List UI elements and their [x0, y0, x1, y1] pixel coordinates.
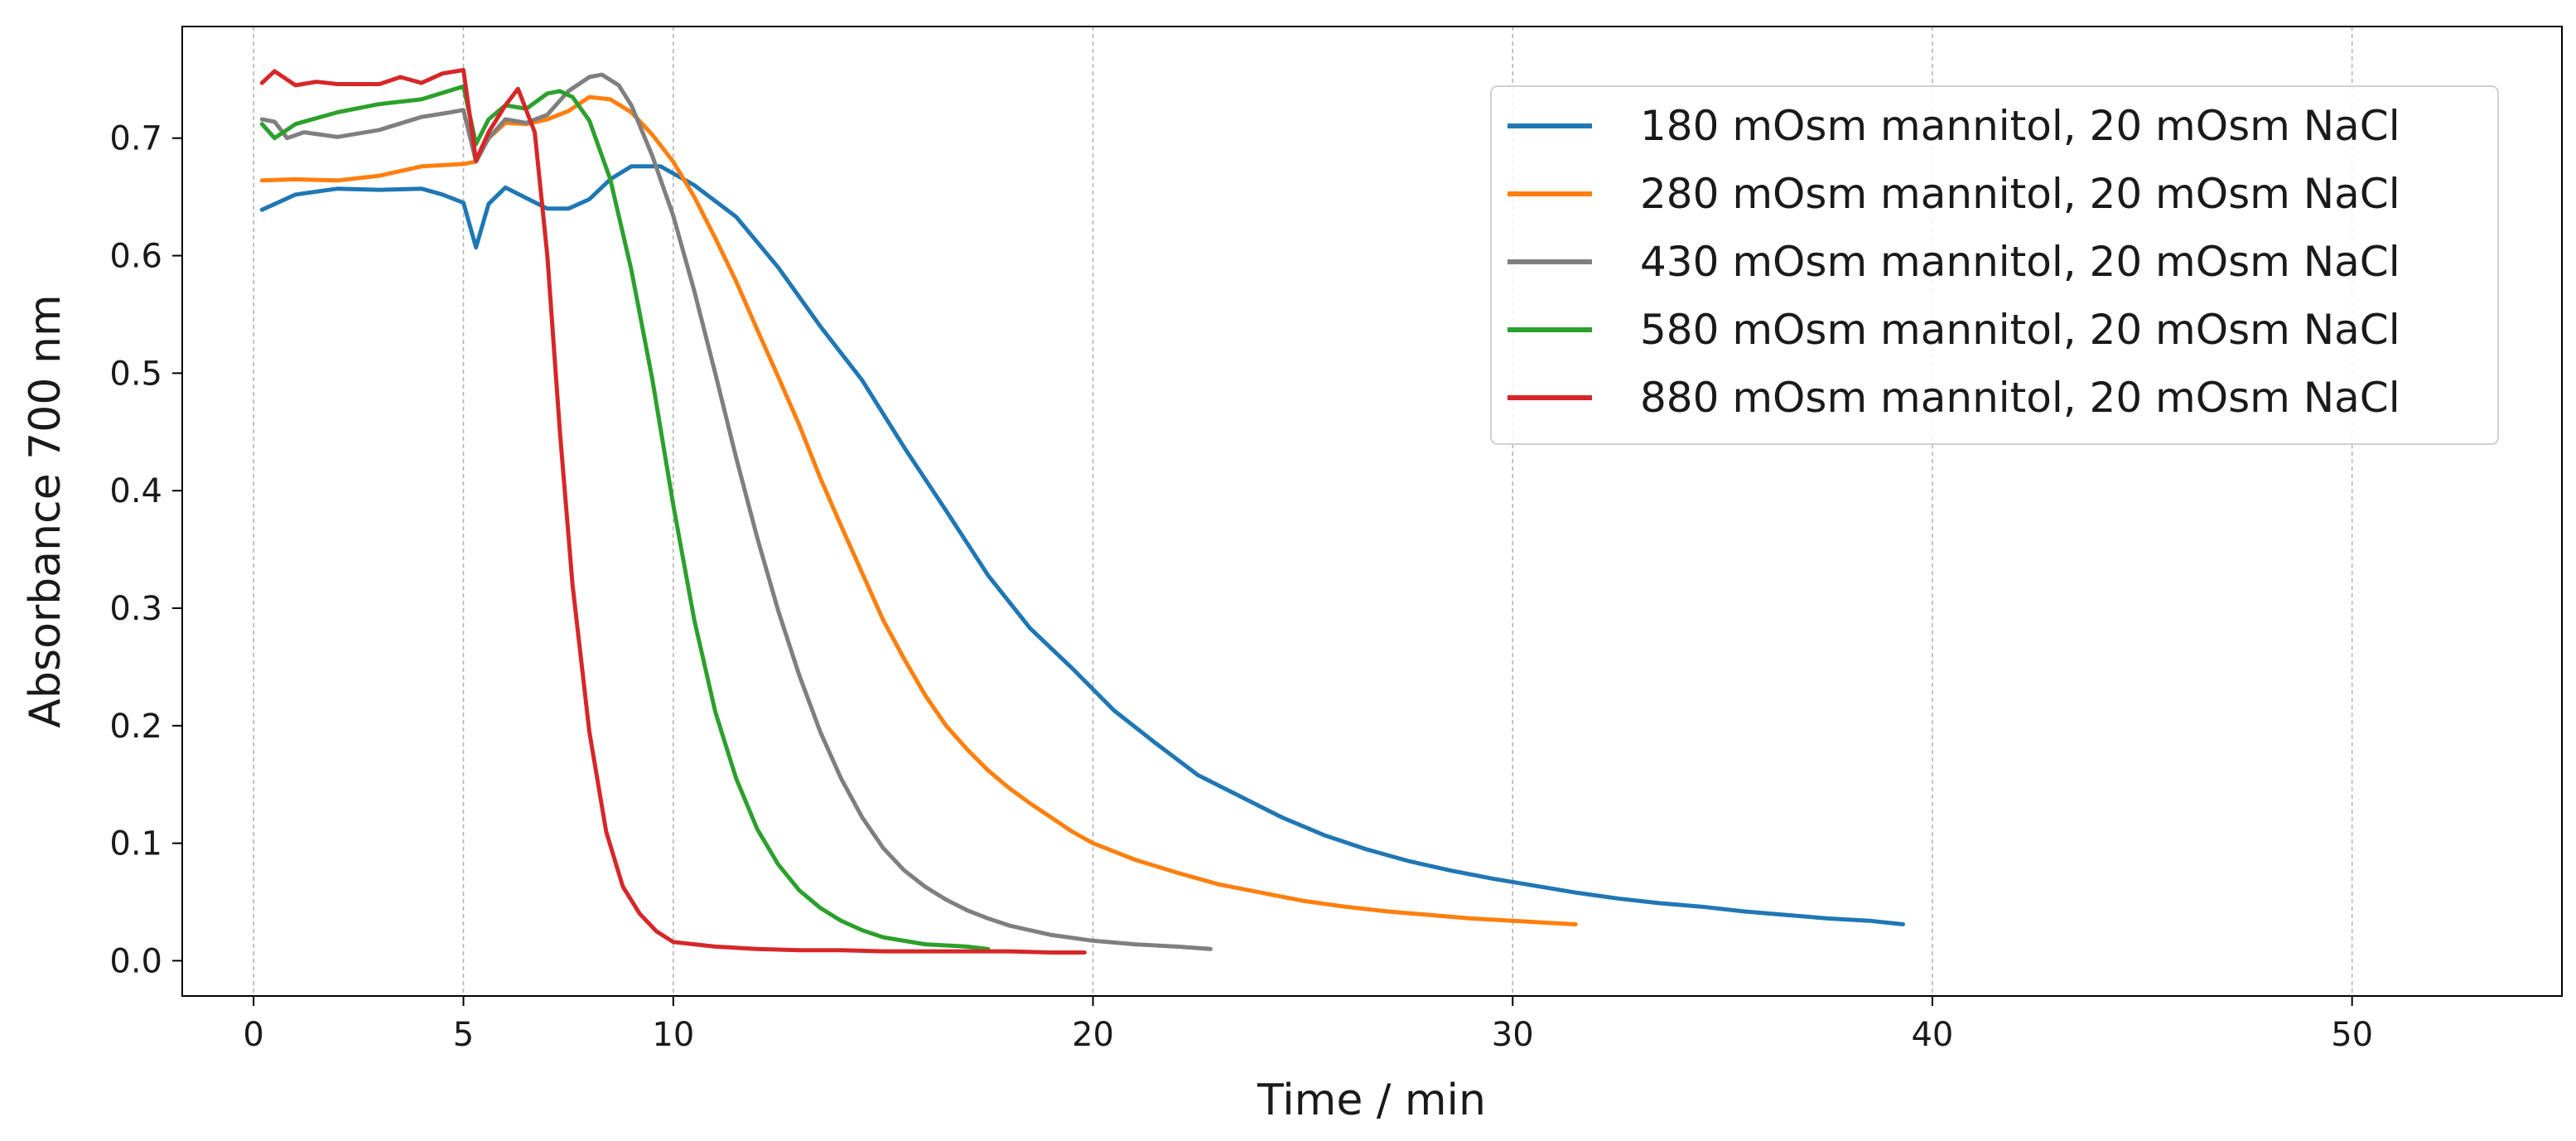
y-tick-label: 0.6	[109, 238, 162, 276]
series-line-1	[259, 164, 1905, 926]
series-line-3	[259, 72, 1213, 951]
x-tick-label: 5	[453, 1016, 474, 1054]
y-tick-label: 0.5	[109, 355, 162, 393]
y-tick-label: 0.2	[109, 708, 162, 746]
y-axis-label: Absorbance 700 nm	[21, 294, 70, 728]
y-tick-label: 0.3	[109, 590, 162, 628]
legend-entry-label: 180 mOsm mannitol, 20 mOsm NaCl	[1640, 102, 2400, 150]
y-tick-label: 0.0	[109, 942, 162, 980]
y-tick-label: 0.7	[109, 120, 162, 158]
x-axis-label: Time / min	[1257, 1076, 1486, 1125]
plot-area-frame	[181, 26, 2563, 997]
legend-entry-label: 430 mOsm mannitol, 20 mOsm NaCl	[1640, 238, 2400, 286]
data-series	[259, 68, 1905, 955]
y-tick-label: 0.1	[109, 825, 162, 863]
x-tick-label: 30	[1492, 1016, 1534, 1054]
series-line-5	[259, 68, 1087, 955]
series-line-2	[259, 94, 1578, 926]
legend-entry-label: 280 mOsm mannitol, 20 mOsm NaCl	[1640, 170, 2400, 218]
x-tick-label: 40	[1911, 1016, 1953, 1054]
y-tick-label: 0.4	[109, 472, 162, 510]
x-tick-label: 50	[2331, 1016, 2373, 1054]
legend-box	[1490, 85, 2499, 445]
series-line-4	[259, 84, 991, 951]
axis-ticks: 0 5 10 20 30 40 50 0.0 0.1 0.2 0.3 0.4 0.5 0.6 0.7	[109, 120, 2373, 1054]
legend: 180 mOsm mannitol, 20 mOsm NaCl 280 mOsm …	[1490, 85, 2499, 445]
legend-entry-label: 580 mOsm mannitol, 20 mOsm NaCl	[1640, 306, 2400, 354]
x-tick-label: 0	[243, 1016, 263, 1054]
x-tick-label: 20	[1072, 1016, 1114, 1054]
x-tick-label: 10	[652, 1016, 694, 1054]
legend-entry-label: 880 mOsm mannitol, 20 mOsm NaCl	[1640, 374, 2400, 422]
